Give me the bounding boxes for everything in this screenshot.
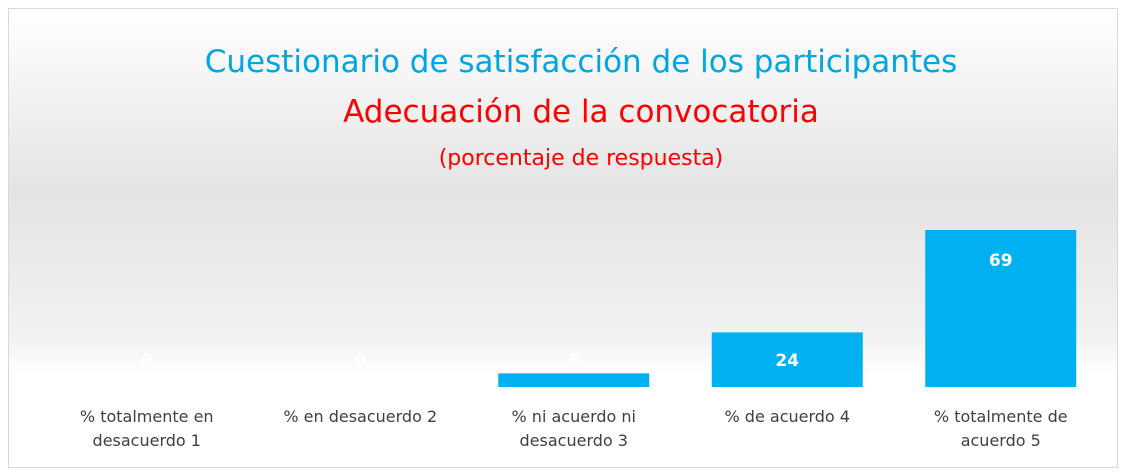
x-tick-label: % totalmente de acuerdo 5 [933,407,1068,450]
value-label: 69 [989,251,1013,271]
chart-subtitle: Adecuación de la convocatoria [343,94,819,130]
value-label: 0 [354,351,366,371]
value-label: 0 [141,351,153,371]
x-tick-label: % de acuerdo 4 [724,407,850,426]
bar [711,332,863,387]
x-tick-label: % ni acuerdo ni desacuerdo 3 [511,407,636,450]
x-tick-label: % en desacuerdo 2 [283,407,438,426]
bar [498,373,650,387]
chart-title: Cuestionario de satisfacción de los part… [205,44,958,80]
value-label: 6 [568,351,580,371]
bar [925,230,1077,387]
value-label: 24 [775,351,799,371]
x-tick-label: % totalmente en desacuerdo 1 [79,407,214,450]
chart-note: (porcentaje de respuesta) [439,146,724,171]
